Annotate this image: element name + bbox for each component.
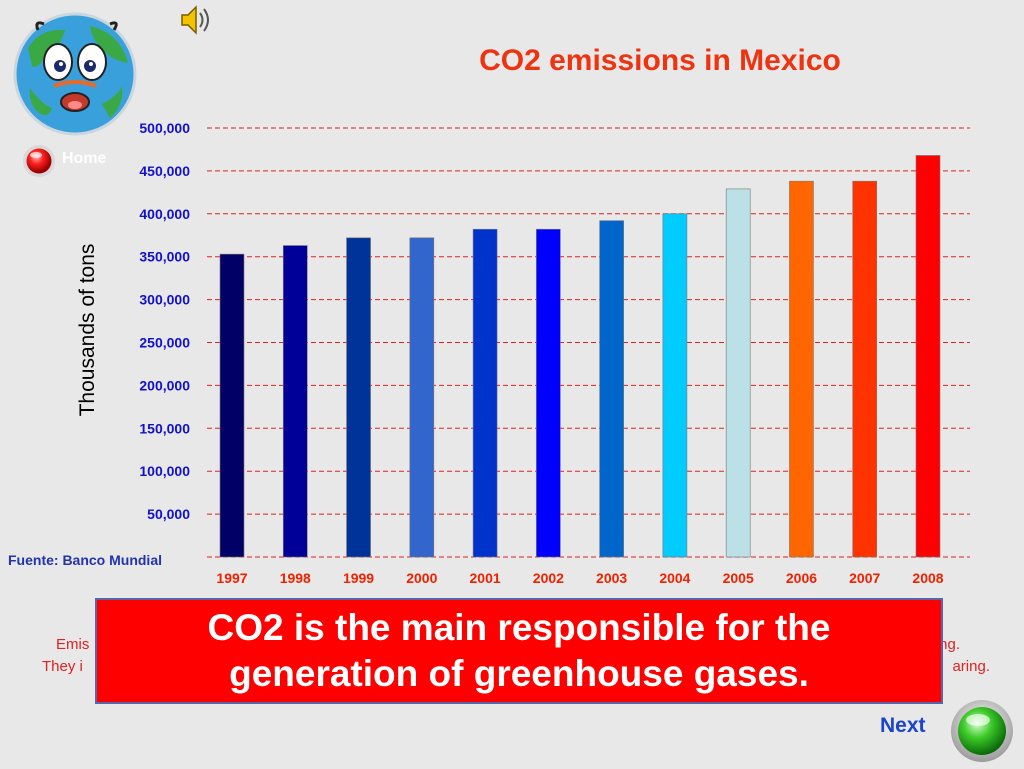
bar-1999 [346,237,371,558]
y-tick-label: 400,000 [139,206,190,222]
bar-1998 [282,245,308,558]
home-label: Home [62,150,107,167]
x-tick-label: 2003 [596,570,627,586]
x-tick-label: 2005 [723,570,754,586]
source-note: Fuente: Banco Mundial [8,552,162,568]
y-tick-label: 300,000 [139,292,190,308]
red-orb-icon [22,144,56,178]
next-button[interactable] [948,698,1016,764]
y-tick-label: 150,000 [139,420,190,436]
speaker-icon[interactable] [178,2,216,38]
earth-face-logo [10,8,140,136]
y-tick-label: 450,000 [139,163,190,179]
home-button[interactable]: Home [20,144,120,180]
bar-2005 [725,188,751,558]
x-tick-label: 2001 [470,570,501,586]
x-tick-label: 2007 [849,570,880,586]
bar-2001 [472,228,498,558]
chart-title: CO2 emissions in Mexico [479,44,841,77]
y-tick-label: 100,000 [139,463,190,479]
bar-2006 [789,180,814,558]
y-tick-label: 250,000 [139,335,190,351]
y-tick-label: 500,000 [139,120,190,136]
y-tick-label: 350,000 [139,249,190,265]
bar-2004 [662,213,688,558]
next-link[interactable]: Next [880,714,926,737]
callout-line2: generation of greenhouse gases. [229,653,809,694]
bar-2002 [536,228,561,558]
bar-2003 [599,220,624,558]
callout-line1: CO2 is the main responsible for the [207,607,831,648]
x-tick-label: 1998 [280,570,311,586]
bar-2007 [852,180,878,558]
bar-2000 [409,237,435,558]
green-orb-icon [951,700,1013,762]
x-tick-label: 2004 [659,570,690,586]
x-tick-label: 2002 [533,570,564,586]
callout-box: CO2 is the main responsible for the gene… [95,598,943,704]
bar-2008 [915,155,941,558]
bg-text-line1-left: Emis [56,636,90,653]
bg-text-line2-left: They i [42,658,83,675]
y-tick-label: 200,000 [139,377,190,393]
y-tick-label: 50,000 [147,506,190,522]
bar-1997 [219,253,245,558]
bar-chart: 50,000 100,000 150,000 200,000 250,000 300,00… [139,120,970,586]
x-tick-label: 1997 [216,570,247,586]
x-tick-label: 2000 [406,570,437,586]
bg-text-line2-right: aring. [952,658,990,675]
x-tick-label: 2006 [786,570,817,586]
x-tick-label: 1999 [343,570,374,586]
x-tick-label: 2008 [912,570,943,586]
